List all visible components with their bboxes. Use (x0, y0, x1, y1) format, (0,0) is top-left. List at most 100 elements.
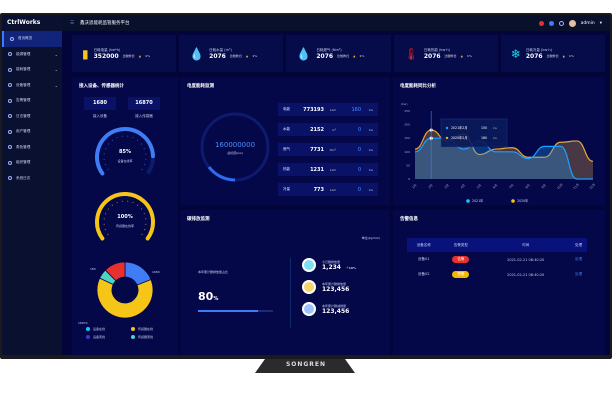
menu-item-icon (8, 52, 12, 57)
device-online-gauge-tick (105, 148, 107, 150)
sensor-online-gauge-tick (107, 208, 110, 210)
y-tick-label: 150 (404, 136, 410, 140)
sensor-online-gauge-tick (104, 228, 107, 231)
stat-card: 🌡 日耗热能 (kw·h) 2076 比较昨日 ▲ 1% (393, 35, 498, 72)
energy-name: 水能 (283, 127, 290, 131)
sidebar-item[interactable]: 告警管理 (2, 93, 62, 109)
column-header: 设备名称 (407, 238, 441, 252)
device-count: 1680 (84, 97, 116, 110)
sensor-online-label: 传感器在线率 (115, 224, 134, 228)
chart-title: 电度能耗同比分析 (400, 84, 436, 89)
x-tick-label: 9月 (541, 183, 547, 189)
ratio-progress (198, 310, 273, 312)
x-tick-label: 6月 (492, 183, 498, 189)
chevron-down-icon: ⌄ (54, 82, 58, 88)
menu-item-icon (8, 114, 12, 119)
sidebar-item[interactable]: 能耗管理 ⌄ (2, 62, 62, 78)
menu-icon[interactable]: ☰ (70, 20, 75, 26)
chevron-down-icon[interactable]: ▾ (599, 20, 602, 26)
sidebar-item[interactable]: 组织管理 (2, 155, 62, 171)
legend-label: 设备在线 (93, 327, 106, 331)
sensor-online-gauge-tick (103, 218, 105, 220)
x-tick-label: 8月 (524, 183, 530, 189)
card-change: 1% (466, 54, 472, 58)
topbar: ☰ 鑫沃思能耗监管服务平台 admin ▾ (62, 15, 610, 31)
energy-kw: 0 (357, 126, 361, 133)
shield-icon[interactable] (558, 20, 564, 26)
energy-unit: Nm³ (329, 147, 336, 152)
legend-label: 传感器离线 (138, 335, 154, 339)
card-change: 1% (252, 54, 258, 58)
donut-label: 185 (90, 267, 96, 271)
energy-kw-unit: kw (368, 147, 373, 152)
up-icon: ▲ (562, 54, 565, 58)
card-label: 日耗水量 (m³) (209, 47, 232, 52)
avatar[interactable] (568, 19, 576, 27)
energy-value: 773 (313, 186, 324, 193)
sensor-online-gauge-tick (107, 233, 109, 235)
menu-item-icon (8, 67, 12, 72)
sidebar-item[interactable]: 能源管理 ⌄ (2, 47, 62, 63)
x-tick-label: 7月 (508, 183, 514, 189)
energy-row: 热能 1231 kwh 0 kw (278, 163, 378, 176)
sidebar-item[interactable]: 用户管理 (2, 124, 62, 140)
handle-link[interactable]: 处理 (575, 272, 583, 276)
up-icon: ▲ (245, 54, 249, 58)
donut-label: 1680 (152, 270, 160, 274)
settings-icon[interactable] (548, 20, 554, 26)
chevron-down-icon: ⌄ (54, 51, 58, 57)
panel-title: 碳排放监测 (187, 217, 210, 222)
energy-kw: 0 (357, 186, 361, 193)
card-value: 2076 (209, 52, 226, 60)
x-tick-label: 2月 (427, 183, 433, 189)
legend-label: 2020年 (517, 198, 529, 203)
carbon-value: 123,456 (322, 285, 350, 293)
energy-unit: kwh (329, 167, 336, 172)
menu-item-icon (8, 145, 12, 150)
tooltip (440, 118, 508, 148)
legend-item: 传感器在线 (131, 327, 176, 331)
energy-kw-unit: kw (368, 187, 373, 192)
sidebar-item[interactable]: 设备管理 ⌄ (2, 78, 62, 94)
gas-icon: 💧 (296, 46, 312, 61)
handle-link[interactable]: 处理 (575, 257, 583, 261)
snowflake-icon: ❄ (510, 46, 521, 61)
legend-swatch (466, 199, 470, 203)
notification-icon[interactable] (538, 20, 544, 26)
brand-logo: SONGREN (285, 361, 327, 368)
card-compare: 比较昨日 (444, 54, 457, 58)
donut-label: 16870 (78, 321, 88, 325)
device-online-gauge-tick (104, 163, 107, 166)
energy-unit: m³ (331, 127, 336, 132)
legend-label: 设备离线 (93, 335, 106, 339)
sidebar: CtrlWorks 首页概览 能源管理 ⌄ 能耗管理 ⌄ 设备管理 ⌄ 告警管理 日志管理 用户管… (2, 15, 62, 355)
sidebar-item[interactable]: 日志管理 (2, 109, 62, 125)
energy-kw-unit: kw (368, 127, 373, 132)
x-tick-label: 10月 (556, 182, 564, 190)
card-label: 日耗冷量 (kw·h) (525, 47, 552, 52)
card-change: 1% (359, 54, 365, 58)
legend-swatch (86, 327, 90, 331)
carbon-item: 今日碳排放量 1,234 ⚡10% (302, 258, 356, 272)
card-value: 2076 (525, 52, 543, 60)
carbon-icon (302, 302, 316, 316)
user-menu[interactable]: admin (580, 20, 595, 26)
energy-panel: 电度能耗监测 160000000 总标值(kw) 电能 773193 kwh 160 k… (180, 77, 390, 205)
device-online-gauge-tick (137, 139, 139, 141)
sidebar-item[interactable]: 首页概览 (2, 31, 62, 47)
device-online-gauge-tick (116, 136, 118, 139)
device-panel: 接入设备、传感器统计 1680 16870 接入设备 接入传感器 1680 185… (72, 77, 178, 355)
menu-item-icon (8, 129, 12, 134)
sidebar-item[interactable]: 角色管理 (2, 140, 62, 156)
y-axis-label: (kw) (401, 102, 408, 106)
tooltip-swatch (445, 126, 449, 130)
stat-card: ▮ 日耗电量 (kw*h) 352000 比较昨日 ▲ 1% (72, 35, 177, 72)
x-tick-label: 12月 (588, 182, 596, 190)
sensor-online-gauge-tick (103, 223, 105, 225)
sidebar-item[interactable]: 系统日志 (2, 171, 62, 187)
device-online-gauge-fill (95, 127, 155, 176)
card-compare: 比较昨日 (546, 54, 559, 58)
energy-kw: 160 (351, 106, 361, 113)
energy-row: 冷量 773 kwh 0 kw (278, 183, 378, 196)
device-charts: 1680 185 16870 (78, 127, 160, 325)
